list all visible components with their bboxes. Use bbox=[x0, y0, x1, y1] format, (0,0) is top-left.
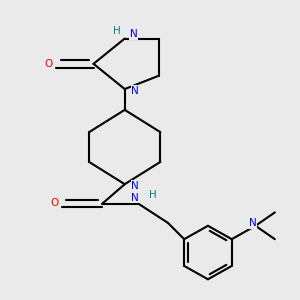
Text: N: N bbox=[131, 193, 139, 202]
Text: H: H bbox=[149, 190, 157, 200]
Text: N: N bbox=[131, 181, 139, 191]
Text: H: H bbox=[113, 26, 121, 36]
Text: N: N bbox=[131, 85, 139, 96]
Text: N: N bbox=[249, 218, 256, 228]
Text: N: N bbox=[130, 29, 137, 39]
Text: O: O bbox=[51, 199, 59, 208]
Text: O: O bbox=[45, 59, 53, 69]
